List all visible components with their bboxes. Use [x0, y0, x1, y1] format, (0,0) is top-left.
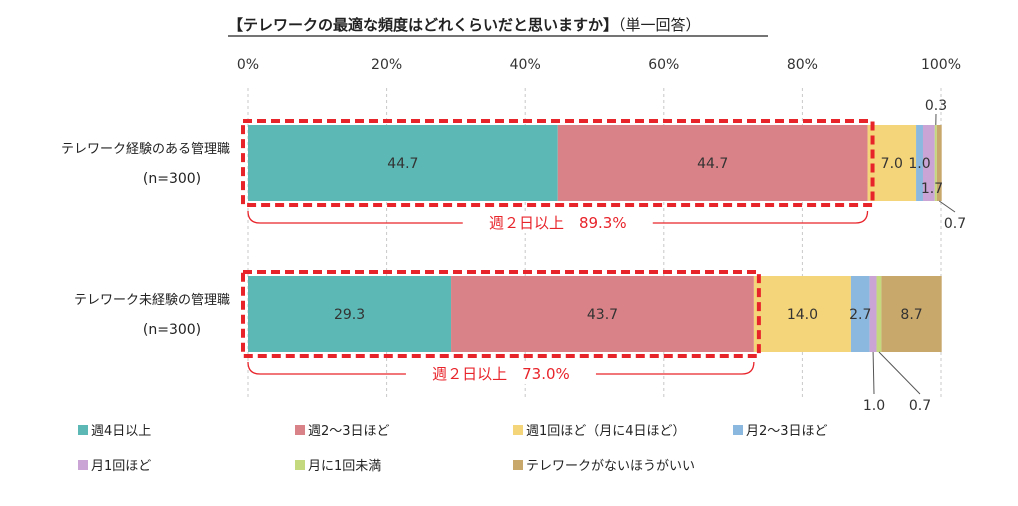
chart-title: 【テレワークの最適な頻度はどれくらいだと思いますか】（単一回答） — [228, 16, 701, 34]
legend-label: テレワークがないほうがいい — [526, 459, 695, 474]
category-n-label: (n=300) — [143, 171, 201, 187]
segment-label: 7.0 — [881, 156, 903, 172]
legend-label: 週2～3日ほど — [308, 424, 390, 439]
chart-subtitle: （単一回答） — [618, 16, 701, 34]
segment-label: 8.7 — [900, 307, 922, 323]
category-label: テレワーク未経験の管理職 — [74, 293, 230, 308]
x-tick-label: 60% — [648, 57, 679, 73]
category-label: テレワーク経験のある管理職 — [61, 142, 230, 157]
segment-label: 43.7 — [587, 307, 618, 323]
legend-label: 月2～3日ほど — [746, 424, 828, 439]
bar-segment — [877, 276, 882, 352]
segment-label: 2.7 — [849, 307, 871, 323]
legend-swatch — [78, 460, 88, 470]
legend-label: 月1回ほど — [91, 459, 151, 474]
segment-label-callout: 1.7 — [921, 181, 943, 197]
legend-label: 週1回ほど（月に4日ほど） — [526, 424, 686, 439]
legend-swatch — [78, 425, 88, 435]
legend-label: 週4日以上 — [91, 424, 151, 439]
legend-swatch — [733, 425, 743, 435]
segment-label-callout: 0.7 — [944, 216, 966, 232]
legend-swatch — [295, 460, 305, 470]
segment-label-callout: 0.3 — [925, 98, 947, 114]
x-tick-label: 100% — [921, 57, 961, 73]
chart-title-main: 【テレワークの最適な頻度はどれくらいだと思いますか】 — [228, 16, 618, 34]
legend-swatch — [513, 425, 523, 435]
x-tick-label: 80% — [787, 57, 818, 73]
segment-label: 29.3 — [334, 307, 365, 323]
segment-label-callout: 0.7 — [909, 398, 931, 414]
legend-swatch — [295, 425, 305, 435]
legend-swatch — [513, 460, 523, 470]
segment-label: 44.7 — [387, 156, 418, 172]
x-tick-label: 40% — [510, 57, 541, 73]
segment-label: 14.0 — [787, 307, 818, 323]
x-tick-label: 20% — [371, 57, 402, 73]
annotation-label: 週２日以上 89.3% — [489, 214, 627, 232]
segment-label: 44.7 — [697, 156, 728, 172]
annotation-label: 週２日以上 73.0% — [432, 365, 570, 383]
x-tick-label: 0% — [237, 57, 259, 73]
segment-label-callout: 1.0 — [863, 398, 885, 414]
segment-label: 1.0 — [908, 156, 930, 172]
legend-label: 月に1回未満 — [308, 459, 381, 474]
category-n-label: (n=300) — [143, 322, 201, 338]
